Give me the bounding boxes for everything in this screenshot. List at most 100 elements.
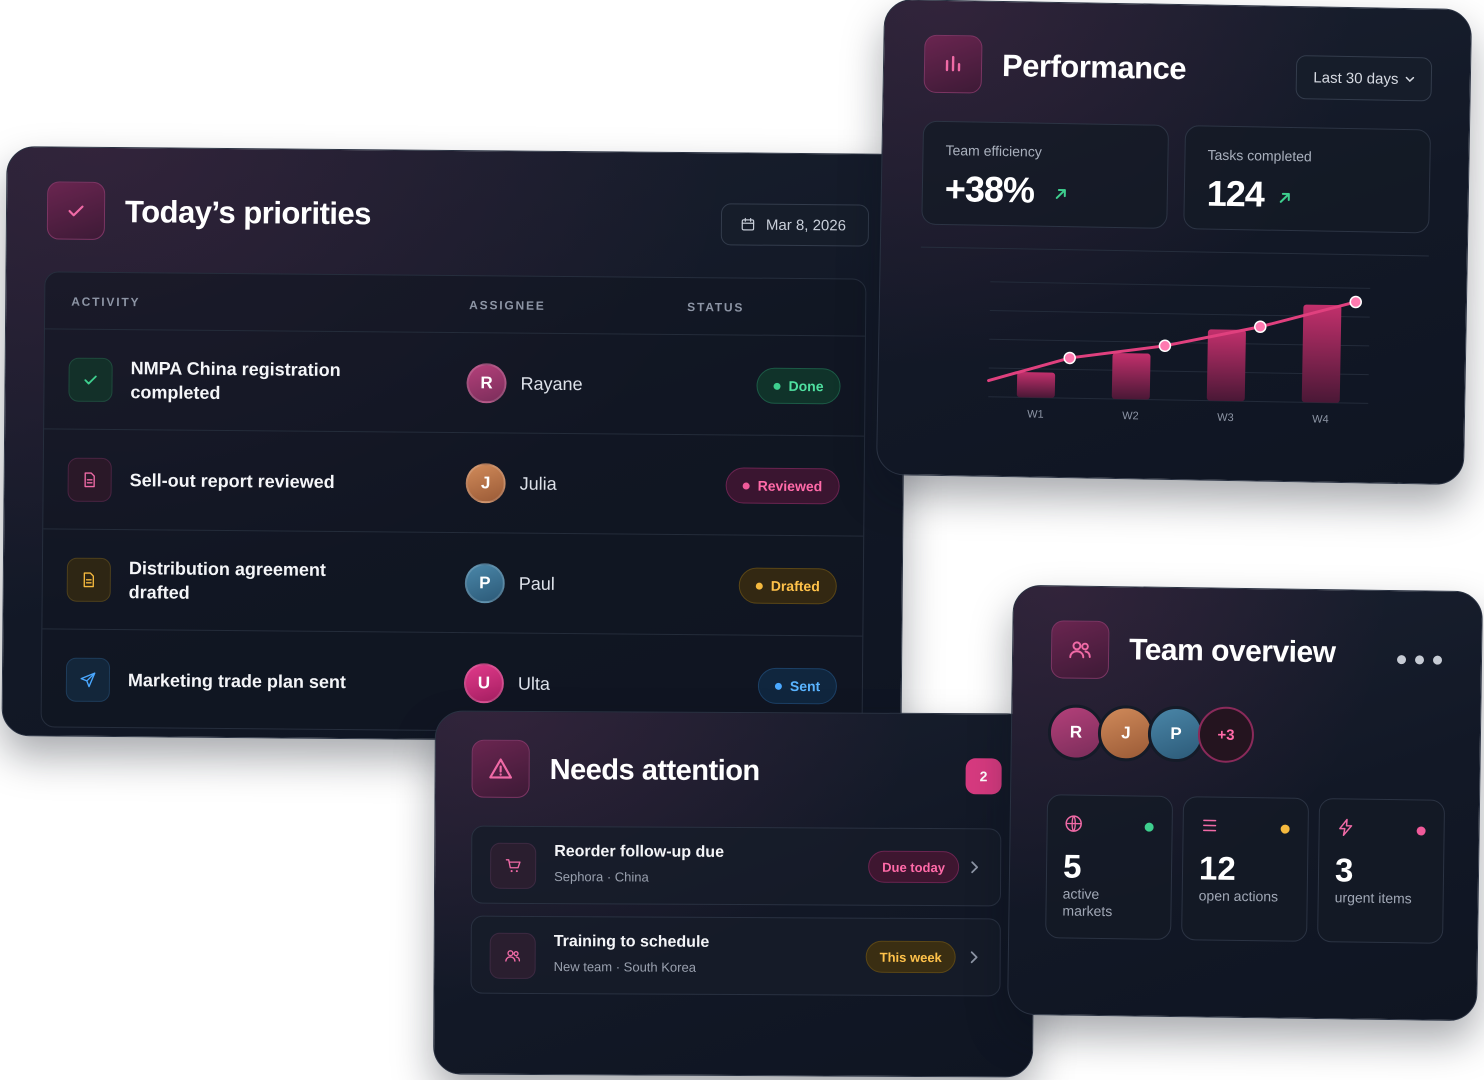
chart-point bbox=[1158, 339, 1172, 353]
avatar: R bbox=[466, 363, 507, 404]
avatar: R bbox=[1047, 704, 1105, 762]
stat-value: +38% bbox=[944, 167, 1035, 211]
status-label: Done bbox=[788, 377, 824, 395]
stat-team-efficiency: Team efficiency +38% bbox=[921, 120, 1170, 229]
stat-label: urgent items bbox=[1334, 889, 1412, 907]
needs-attention-card: Needs attention 2 Reorder follow-up due … bbox=[433, 710, 1035, 1078]
avatar: J bbox=[465, 463, 506, 504]
performance-title: Performance bbox=[1001, 47, 1187, 87]
team-title: Team overview bbox=[1128, 633, 1336, 670]
attention-item[interactable]: Reorder follow-up due Sephora · China Du… bbox=[470, 825, 1002, 907]
due-tag: Due today bbox=[868, 850, 960, 884]
trend-up-icon bbox=[1055, 188, 1066, 199]
team-overview-card: Team overview R J P +3 5 active markets … bbox=[1007, 584, 1483, 1022]
performance-card: Performance Last 30 days Team efficiency… bbox=[875, 0, 1473, 486]
chevron-down-icon bbox=[1405, 76, 1414, 83]
status-badge: Done bbox=[756, 367, 841, 405]
priorities-title: Today’s priorities bbox=[124, 194, 372, 232]
stat-open-actions: 12 open actions bbox=[1181, 796, 1310, 942]
due-tag: This week bbox=[865, 940, 956, 974]
activity-title: Distribution agreement drafted bbox=[128, 558, 327, 603]
chevron-right-icon[interactable] bbox=[968, 857, 982, 877]
performance-chart: W1 W2 W3 W4 bbox=[987, 281, 1371, 426]
status-dot bbox=[1416, 826, 1426, 836]
list-icon bbox=[1203, 819, 1217, 832]
status-dot bbox=[1144, 822, 1154, 832]
attention-title: Needs attention bbox=[549, 754, 760, 788]
avatar-stack[interactable]: R J P +3 bbox=[1047, 704, 1255, 764]
trend-up-icon bbox=[1279, 192, 1290, 203]
assignee-name: Rayane bbox=[520, 373, 583, 395]
people-icon bbox=[1050, 620, 1110, 680]
activity-title: Marketing trade plan sent bbox=[127, 670, 347, 693]
status-label: Sent bbox=[789, 677, 821, 695]
chart-bar bbox=[1206, 329, 1246, 402]
stat-value: 5 bbox=[1062, 847, 1082, 885]
status-badge: Drafted bbox=[738, 567, 837, 605]
date-label: Mar 8, 2026 bbox=[765, 216, 847, 234]
column-assignee: ASSIGNEE bbox=[469, 298, 546, 313]
status-badge: Reviewed bbox=[725, 467, 840, 505]
bolt-icon bbox=[1339, 818, 1353, 837]
people-icon bbox=[489, 932, 536, 979]
column-activity: ACTIVITY bbox=[71, 294, 141, 310]
more-members-badge: +3 bbox=[1197, 706, 1255, 764]
assignee-name: Paul bbox=[518, 573, 555, 594]
status-label: Drafted bbox=[770, 577, 820, 595]
avatar: U bbox=[463, 663, 505, 704]
stat-value: 3 bbox=[1334, 851, 1354, 889]
check-icon bbox=[46, 181, 106, 240]
x-tick-label: W1 bbox=[1027, 408, 1044, 420]
x-tick-label: W4 bbox=[1312, 413, 1329, 425]
avatar: P bbox=[464, 563, 505, 604]
stat-active-markets: 5 active markets bbox=[1045, 794, 1174, 940]
range-select[interactable]: Last 30 days bbox=[1295, 55, 1433, 102]
chart-point bbox=[1349, 295, 1362, 309]
date-picker[interactable]: Mar 8, 2026 bbox=[720, 203, 870, 247]
chevron-right-icon[interactable] bbox=[968, 947, 982, 967]
grid-line bbox=[990, 281, 1371, 289]
status-label: Reviewed bbox=[757, 477, 823, 495]
calendar-icon bbox=[741, 217, 755, 231]
send-icon bbox=[65, 657, 111, 703]
avatar: P bbox=[1147, 705, 1205, 763]
stat-value: 12 bbox=[1198, 849, 1237, 887]
cart-icon bbox=[490, 842, 537, 889]
chart-bar bbox=[1301, 304, 1342, 403]
attention-item-title: Reorder follow-up due bbox=[554, 843, 725, 861]
globe-icon bbox=[1065, 815, 1082, 832]
table-row[interactable]: NMPA China registration completed R Raya… bbox=[44, 328, 865, 436]
chart-bar bbox=[1111, 352, 1151, 400]
stat-urgent-items: 3 urgent items bbox=[1317, 798, 1446, 944]
stat-label: Tasks completed bbox=[1207, 146, 1312, 165]
table-row[interactable]: Marketing trade plan sent U Ulta Sent bbox=[41, 628, 863, 736]
stat-label: open actions bbox=[1198, 887, 1279, 905]
stat-tasks-completed: Tasks completed 124 bbox=[1183, 125, 1432, 234]
check-icon bbox=[68, 357, 113, 403]
column-status: STATUS bbox=[687, 300, 745, 315]
priorities-table: ACTIVITY ASSIGNEE STATUS NMPA China regi… bbox=[40, 271, 867, 736]
attention-item[interactable]: Training to schedule New team · South Ko… bbox=[470, 915, 1001, 997]
attention-item-subtitle: Sephora · China bbox=[554, 869, 649, 885]
x-tick-label: W3 bbox=[1217, 412, 1234, 424]
stat-label: active markets bbox=[1062, 885, 1113, 920]
stat-label: Team efficiency bbox=[945, 142, 1042, 160]
attention-item-title: Training to schedule bbox=[553, 933, 710, 951]
activity-title: Sell-out report reviewed bbox=[129, 470, 335, 492]
table-row[interactable]: Distribution agreement drafted P Paul Dr… bbox=[42, 528, 864, 636]
document-icon bbox=[66, 557, 112, 603]
priorities-card: Today’s priorities Mar 8, 2026 ACTIVITY … bbox=[1, 146, 907, 744]
activity-title: NMPA China registration completed bbox=[130, 358, 341, 403]
attention-item-subtitle: New team · South Korea bbox=[553, 959, 697, 975]
status-dot bbox=[1280, 824, 1290, 834]
assignee-name: Ulta bbox=[517, 673, 551, 694]
chart-point bbox=[1254, 320, 1267, 334]
avatar: J bbox=[1097, 704, 1155, 762]
document-icon bbox=[67, 457, 112, 503]
stat-value: 124 bbox=[1206, 172, 1265, 215]
chart-bar bbox=[1016, 372, 1056, 398]
more-options-icon[interactable] bbox=[1396, 655, 1443, 665]
range-label: Last 30 days bbox=[1313, 68, 1399, 88]
table-row[interactable]: Sell-out report reviewed J Julia Reviewe… bbox=[43, 428, 865, 536]
warning-icon bbox=[471, 739, 530, 798]
